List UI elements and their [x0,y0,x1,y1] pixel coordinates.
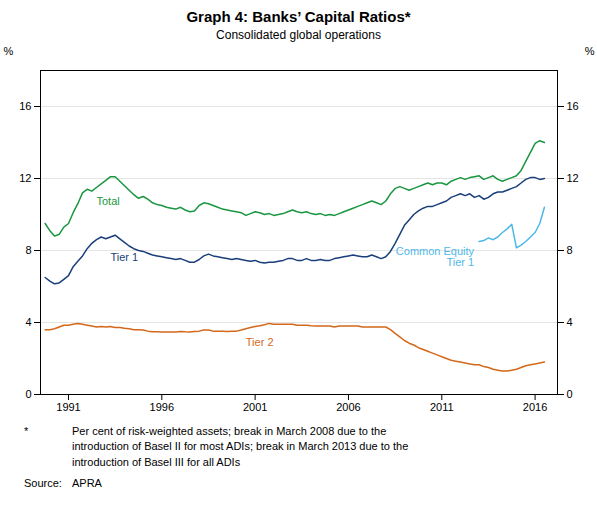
svg-text:2011: 2011 [430,401,454,413]
svg-text:Tier 1: Tier 1 [110,251,138,263]
svg-text:1996: 1996 [150,401,174,413]
html-text:Consolidated global operations: Consolidated global operations [216,28,381,42]
html-text:Per cent of risk-weighted asse: Per cent of risk-weighted assets; break … [72,425,409,468]
svg-text:0: 0 [25,388,31,400]
svg-text:%: % [4,45,14,57]
svg-text:12: 12 [567,172,579,184]
svg-text:Common EquityTier 1: Common EquityTier 1 [396,245,475,268]
svg-text:16: 16 [19,100,31,112]
svg-text:12: 12 [19,172,31,184]
svg-text:16: 16 [567,100,579,112]
svg-text:Tier 2: Tier 2 [246,336,274,348]
svg-text:2001: 2001 [243,401,267,413]
svg-text:2016: 2016 [523,401,547,413]
svg-text:4: 4 [25,316,31,328]
svg-text:%: % [585,45,595,57]
svg-text:8: 8 [25,244,31,256]
svg-text:0: 0 [567,388,573,400]
html-text:Graph 4: Banks’ Capital Ratios: Graph 4: Banks’ Capital Ratios* [186,8,411,25]
svg-text:1991: 1991 [56,401,80,413]
html-text:Source:: Source: [24,477,62,490]
svg-text:8: 8 [567,244,573,256]
svg-text:4: 4 [567,316,573,328]
svg-text:Total: Total [96,195,119,207]
svg-text:2006: 2006 [336,401,360,413]
html-text:APRA: APRA [72,477,102,490]
